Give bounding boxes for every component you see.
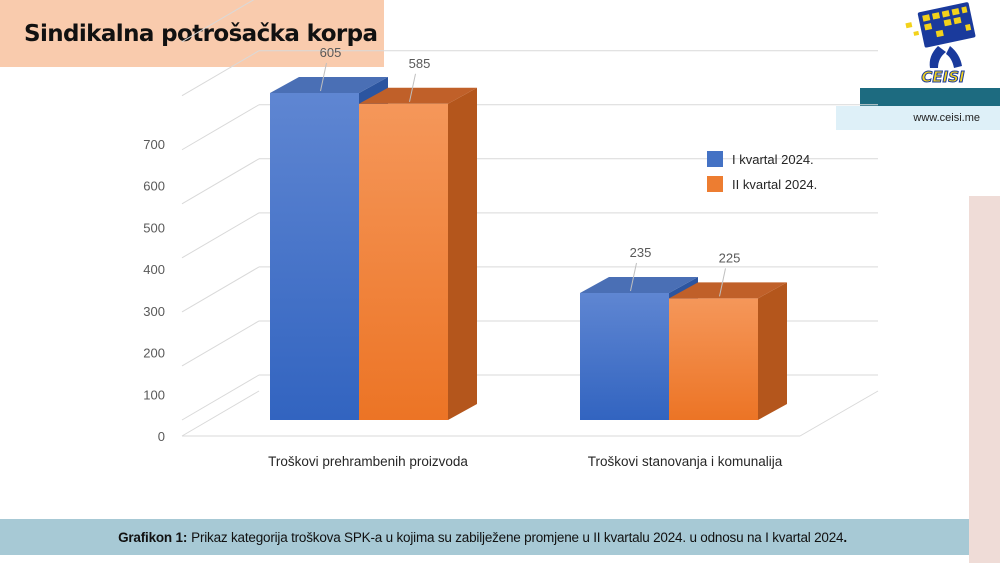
page-title: Sindikalna potrošačka korpa (24, 20, 378, 47)
data-label-leader (409, 73, 416, 102)
bar-front (270, 93, 359, 420)
y-tick-label: 100 (143, 387, 165, 402)
ceisi-logo-icon: CEISI (905, 2, 976, 86)
site-url[interactable]: www.ceisi.me (913, 112, 980, 124)
legend-label: II kvartal 2024. (732, 177, 817, 192)
floor-line (799, 390, 879, 437)
site-box: www.ceisi.me (836, 106, 1000, 130)
bar-side (758, 282, 787, 420)
bar-top (359, 87, 477, 104)
title-banner: Sindikalna potrošačka korpa (0, 0, 384, 67)
bar (669, 282, 787, 420)
data-label-leader (719, 268, 726, 297)
accent-bar (860, 88, 1000, 106)
bar-top (270, 77, 388, 93)
bar-top (669, 282, 787, 299)
y-tick-label: 600 (143, 179, 165, 194)
legend-label: I kvartal 2024. (732, 152, 814, 167)
y-tick-label: 0 (158, 429, 165, 444)
data-label: 225 (719, 250, 741, 265)
y-tick-label: 700 (143, 137, 165, 152)
y-tick-label: 400 (143, 262, 165, 277)
floor-line (181, 390, 260, 437)
bar-front (580, 292, 669, 420)
side-panel (969, 196, 1000, 563)
data-label: 605 (320, 45, 342, 60)
bar-front (359, 103, 448, 421)
bar-side (448, 87, 477, 421)
legend-swatch (707, 176, 723, 192)
gridline (181, 212, 260, 259)
gridline (181, 0, 255, 43)
category-label: Troškovi prehrambenih proizvoda (268, 454, 468, 469)
chart-caption: Grafikon 1: Prikaz kategorija troškova S… (0, 519, 969, 555)
bar-front (669, 298, 758, 420)
gridline (181, 374, 260, 421)
caption-label: Grafikon 1: (118, 529, 188, 545)
gridline (181, 104, 260, 151)
y-tick-label: 200 (143, 346, 165, 361)
svg-text:CEISI: CEISI (921, 68, 965, 86)
gridline (181, 158, 260, 205)
gridline (181, 320, 260, 367)
data-label-leader (630, 262, 637, 292)
data-label: 235 (630, 245, 652, 260)
y-tick-label: 500 (143, 220, 165, 235)
caption-end: . (843, 529, 847, 545)
gridline (181, 266, 260, 313)
legend-swatch (707, 151, 723, 167)
bar-top (580, 276, 698, 293)
bar (359, 87, 477, 421)
gridline (181, 50, 260, 97)
data-label-leader (320, 62, 327, 92)
y-tick-label: 300 (143, 304, 165, 319)
caption-text: Prikaz kategorija troškova SPK-a u kojim… (191, 529, 844, 545)
category-label: Troškovi stanovanja i komunalija (588, 454, 783, 469)
data-label: 585 (409, 56, 431, 71)
